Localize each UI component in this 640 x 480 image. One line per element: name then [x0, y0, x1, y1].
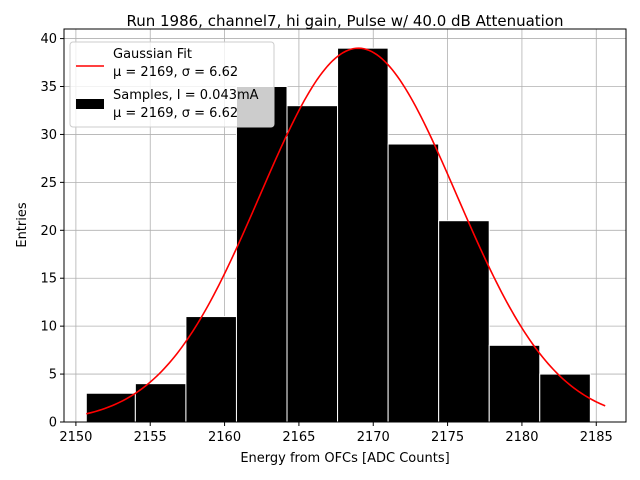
legend-samples-swatch: [76, 99, 104, 109]
y-tick-label-8: 40: [40, 32, 57, 47]
y-tick-label-0: 0: [49, 416, 57, 431]
histogram-bar-5: [337, 47, 389, 423]
x-tick-label-0: 2150: [59, 430, 92, 445]
x-tick-label-5: 2175: [431, 430, 464, 445]
legend-fit-name: Gaussian Fit: [113, 47, 192, 62]
legend-samples-name: Samples, I = 0.043mA: [113, 88, 259, 103]
y-tick-label-2: 10: [40, 320, 57, 335]
chart-title: Run 1986, channel7, hi gain, Pulse w/ 40…: [126, 12, 563, 30]
x-axis-ticks: 2150 2155 2160 2165 2170 2175 2180 2185: [59, 422, 613, 445]
y-tick-label-4: 20: [40, 224, 57, 239]
legend-samples-stats: μ = 2169, σ = 6.62: [113, 106, 238, 121]
x-axis-label: Energy from OFCs [ADC Counts]: [240, 451, 449, 466]
legend-fit-stats: μ = 2169, σ = 6.62: [113, 65, 238, 80]
x-tick-label-3: 2165: [282, 430, 315, 445]
y-tick-label-3: 15: [40, 272, 57, 287]
histogram-bar-9: [539, 373, 591, 423]
histogram-bar-6: [387, 143, 440, 423]
y-axis-ticks: 0 5 10 15 20 25 30 35 40: [40, 32, 64, 431]
y-tick-label-1: 5: [49, 368, 57, 383]
x-tick-label-4: 2170: [357, 430, 390, 445]
y-axis-label: Entries: [15, 202, 30, 248]
x-tick-label-7: 2185: [580, 430, 613, 445]
legend-box: [69, 41, 275, 128]
histogram-bar-7: [438, 220, 490, 423]
y-tick-label-7: 35: [40, 80, 57, 95]
y-tick-label-5: 25: [40, 176, 57, 191]
x-tick-label-2: 2160: [208, 430, 241, 445]
histogram-bars: [85, 47, 591, 423]
gaussian-fit-line: [86, 47, 606, 415]
histogram-bar-3: [235, 86, 288, 423]
x-tick-label-1: 2155: [134, 430, 167, 445]
histogram-bar-8: [488, 344, 541, 423]
histogram-bar-4: [286, 105, 339, 423]
x-tick-label-6: 2180: [505, 430, 538, 445]
y-tick-label-6: 30: [40, 128, 57, 143]
gaussian-fit: [86, 47, 606, 415]
plot-frame: [63, 28, 627, 423]
legend: Gaussian Fit μ = 2169, σ = 6.62 Samples,…: [69, 41, 275, 128]
histogram-bar-1: [134, 383, 187, 423]
histogram-bar-2: [185, 316, 237, 423]
